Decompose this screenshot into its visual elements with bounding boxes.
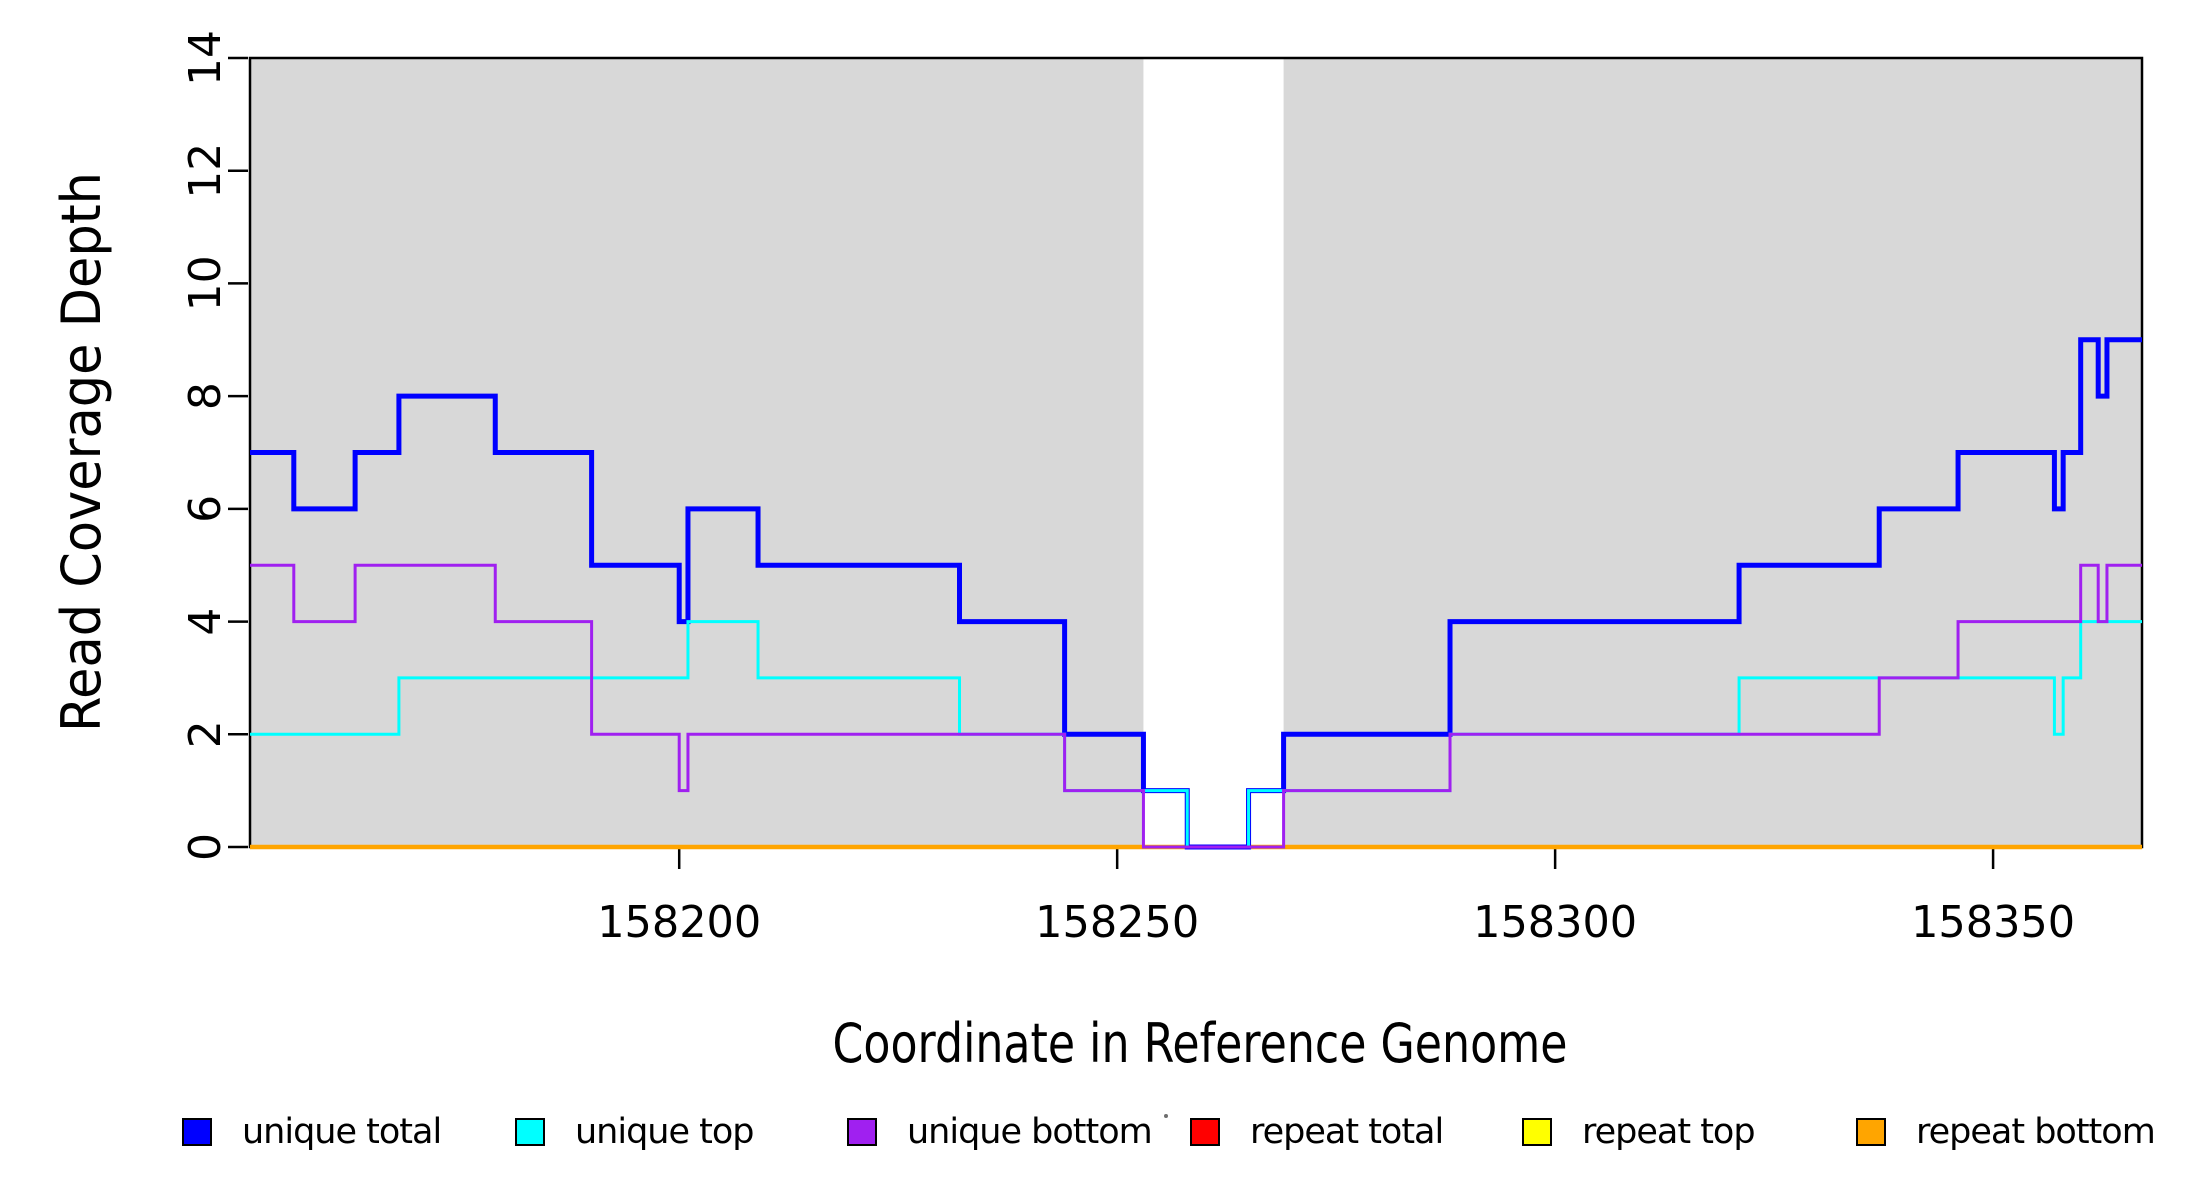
legend-item-repeat-top: repeat top: [1522, 1112, 1756, 1152]
x-axis-title: Coordinate in Reference Genome: [833, 1012, 1568, 1075]
y-tick-label: 12: [180, 143, 231, 199]
legend-swatch-icon: [1190, 1118, 1220, 1146]
y-tick-label: 8: [180, 382, 231, 410]
stray-dot-mark: [1164, 1114, 1168, 1118]
x-tick-label: 158250: [1035, 897, 1199, 948]
y-tick-label: 14: [180, 30, 231, 86]
legend-label: repeat bottom: [1916, 1112, 2156, 1152]
legend-item-unique-total: unique total: [182, 1112, 442, 1152]
y-tick-label: 10: [180, 255, 231, 311]
legend-swatch-icon: [515, 1118, 545, 1146]
legend-item-repeat-total: repeat total: [1190, 1112, 1444, 1152]
legend-label: unique total: [242, 1112, 442, 1152]
x-tick-label: 158350: [1911, 897, 2075, 948]
legend-label: unique top: [575, 1112, 755, 1152]
legend: unique total unique top unique bottom repea…: [0, 0, 2200, 1150]
x-tick-label: 158300: [1473, 897, 1637, 948]
series-unique-bottom: [250, 563, 2142, 849]
y-axis-title: Read Coverage Depth: [50, 172, 113, 732]
legend-item-repeat-bottom: repeat bottom: [1856, 1112, 2156, 1152]
plot-area: 158200 158250 158300 158350 0 2 4 6 8 10 12 14: [180, 30, 2144, 948]
legend-item-unique-top: unique top: [515, 1112, 755, 1152]
legend-swatch-icon: [182, 1118, 212, 1146]
y-tick-label: 6: [180, 495, 231, 523]
y-tick-label: 0: [180, 833, 231, 861]
legend-item-unique-bottom: unique bottom: [847, 1112, 1153, 1152]
y-tick-label: 2: [180, 720, 231, 748]
y-tick-label: 4: [180, 608, 231, 636]
legend-swatch-icon: [1522, 1118, 1552, 1146]
legend-label: repeat top: [1582, 1112, 1756, 1152]
legend-label: unique bottom: [907, 1112, 1153, 1152]
legend-swatch-icon: [1856, 1118, 1886, 1146]
x-tick-label: 158200: [597, 897, 761, 948]
legend-label: repeat total: [1250, 1112, 1444, 1152]
legend-swatch-icon: [847, 1118, 877, 1146]
